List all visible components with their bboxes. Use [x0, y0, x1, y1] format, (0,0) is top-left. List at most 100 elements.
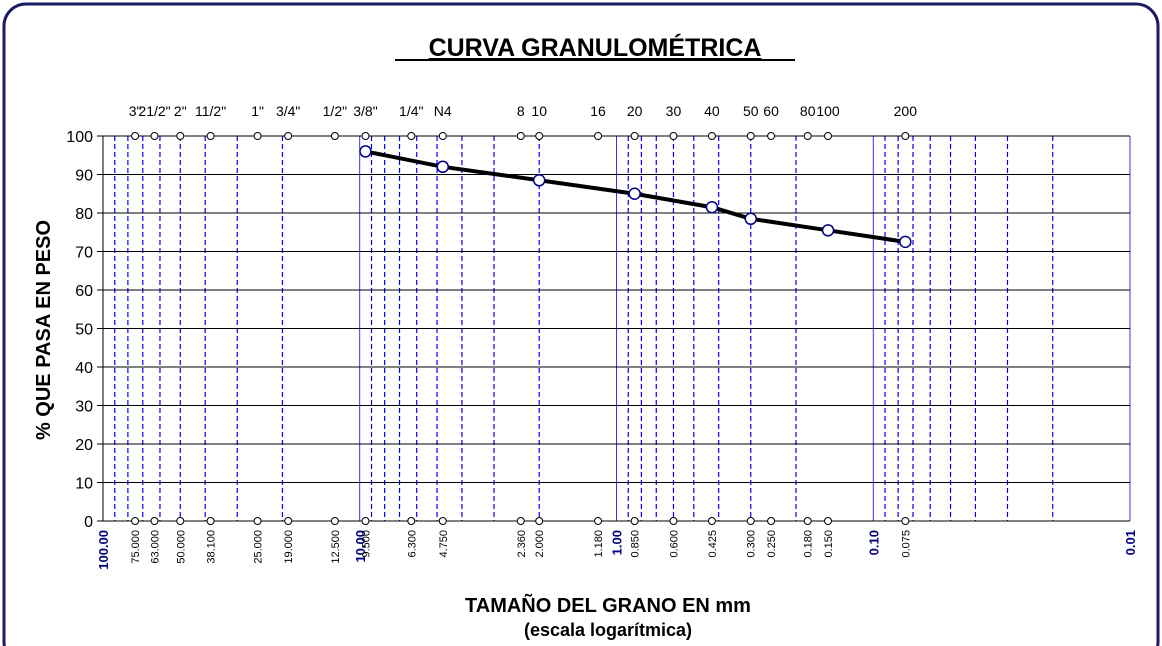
- sieve-name: 16: [590, 103, 606, 119]
- sieve-name: 60: [763, 103, 779, 119]
- sieve-marker: [594, 517, 603, 525]
- sieve-marker: [330, 517, 339, 525]
- x-tick-label: 10.00: [353, 530, 368, 563]
- sieve-name: 2": [174, 103, 187, 119]
- sieve-marker: [206, 132, 215, 140]
- sieve-marker: [707, 132, 716, 140]
- y-tick-label: 10: [75, 476, 93, 493]
- sieve-name: 40: [704, 103, 720, 119]
- sieve-size-label: 2.000: [534, 530, 546, 558]
- y-tick-label: 70: [75, 245, 93, 262]
- sieve-marker: [669, 517, 678, 525]
- sieve-marker: [746, 132, 755, 140]
- sieve-size-label: 1.180: [593, 530, 605, 558]
- sieve-name: 1": [251, 103, 264, 119]
- sieve-marker: [407, 517, 416, 525]
- sieve-size-label: 50.000: [175, 530, 187, 564]
- sieve-marker: [535, 517, 544, 525]
- sieve-marker: [516, 132, 525, 140]
- sieve-size-label: 9.500: [360, 530, 372, 558]
- y-tick-label: 0: [84, 514, 93, 531]
- sieve-marker: [330, 132, 339, 140]
- sieve-marker: [361, 517, 370, 525]
- sieve-marker: [803, 517, 812, 525]
- sieve-marker: [630, 517, 639, 525]
- data-point: [899, 235, 912, 249]
- sieve-size-label: 19.000: [283, 530, 295, 564]
- y-tick-label: 30: [75, 399, 93, 416]
- sieve-marker: [284, 132, 293, 140]
- sieve-marker: [630, 132, 639, 140]
- sieve-size-label: 38.100: [206, 530, 218, 564]
- sieve-name: 3": [129, 103, 142, 119]
- x-tick-label: 0.10: [866, 530, 881, 555]
- y-tick-label: 60: [75, 283, 93, 300]
- sieve-marker: [803, 132, 812, 140]
- sieve-marker: [438, 132, 447, 140]
- sieve-marker: [669, 132, 678, 140]
- sieve-name: 8: [517, 103, 525, 119]
- x-axis-label: TAMAÑO DEL GRANO EN mm: [465, 594, 751, 617]
- sieve-marker: [516, 517, 525, 525]
- sieve-name: 3/4": [276, 103, 300, 119]
- sieve-name: 10: [531, 103, 547, 119]
- sieve-marker: [150, 132, 159, 140]
- y-tick-label: 40: [75, 360, 93, 377]
- sieve-marker: [824, 517, 833, 525]
- sieve-size-label: 0.300: [746, 530, 758, 558]
- sieve-marker: [707, 517, 716, 525]
- sieve-marker: [176, 517, 185, 525]
- sieve-marker: [901, 132, 910, 140]
- sieve-size-label: 0.600: [668, 530, 680, 558]
- x-axis-sublabel: (escala logarítmica): [524, 620, 692, 640]
- chart-title: CURVA GRANULOMÉTRICA: [429, 33, 762, 62]
- sieve-marker: [253, 132, 262, 140]
- sieve-size-label: 63.000: [150, 530, 162, 564]
- sieve-marker: [767, 517, 776, 525]
- x-tick-label: 1.00: [610, 530, 625, 555]
- data-point: [436, 160, 450, 174]
- sieve-marker: [535, 132, 544, 140]
- sieve-marker: [438, 517, 447, 525]
- y-axis-label: % QUE PASA EN PESO: [33, 220, 55, 440]
- sieve-size-label: 0.425: [707, 530, 719, 558]
- sieve-name: 100: [816, 103, 840, 119]
- sieve-name: 20: [627, 103, 643, 119]
- sieve-marker: [206, 517, 215, 525]
- sieve-marker: [824, 132, 833, 140]
- x-tick-label: 100.00: [96, 530, 111, 570]
- sieve-name: 1/4": [399, 103, 423, 119]
- sieve-marker: [746, 517, 755, 525]
- sieve-size-label: 0.150: [823, 530, 835, 558]
- sieve-name: 200: [894, 103, 918, 119]
- sieve-marker: [407, 132, 416, 140]
- x-tick-label: 0.01: [1123, 530, 1138, 555]
- sieve-marker: [176, 132, 185, 140]
- sieve-name: 80: [800, 103, 816, 119]
- sieve-marker: [901, 517, 910, 525]
- sieve-name: 3/8": [353, 103, 377, 119]
- y-tick-label: 20: [75, 437, 93, 454]
- data-point: [744, 212, 757, 226]
- y-tick-label: 100: [66, 129, 93, 146]
- sieve-size-label: 75.000: [130, 530, 142, 564]
- sieve-name: 1/2": [323, 103, 347, 119]
- data-point: [705, 200, 719, 214]
- sieve-name: N4: [434, 103, 452, 119]
- sieve-name: 30: [666, 103, 682, 119]
- sieve-marker: [253, 517, 262, 525]
- sieve-size-label: 12.500: [330, 530, 342, 564]
- y-tick-label: 50: [75, 322, 93, 339]
- sieve-size-label: 2.360: [516, 530, 528, 558]
- sieve-marker: [284, 517, 293, 525]
- y-tick-label: 90: [75, 168, 93, 185]
- data-point: [532, 174, 546, 187]
- sieve-size-label: 4.750: [438, 530, 450, 558]
- sieve-size-label: 0.180: [803, 530, 815, 558]
- sieve-size-label: 6.300: [406, 530, 418, 558]
- sieve-size-label: 0.075: [900, 530, 912, 558]
- sieve-marker: [131, 132, 140, 140]
- sieve-size-label: 0.250: [766, 530, 778, 558]
